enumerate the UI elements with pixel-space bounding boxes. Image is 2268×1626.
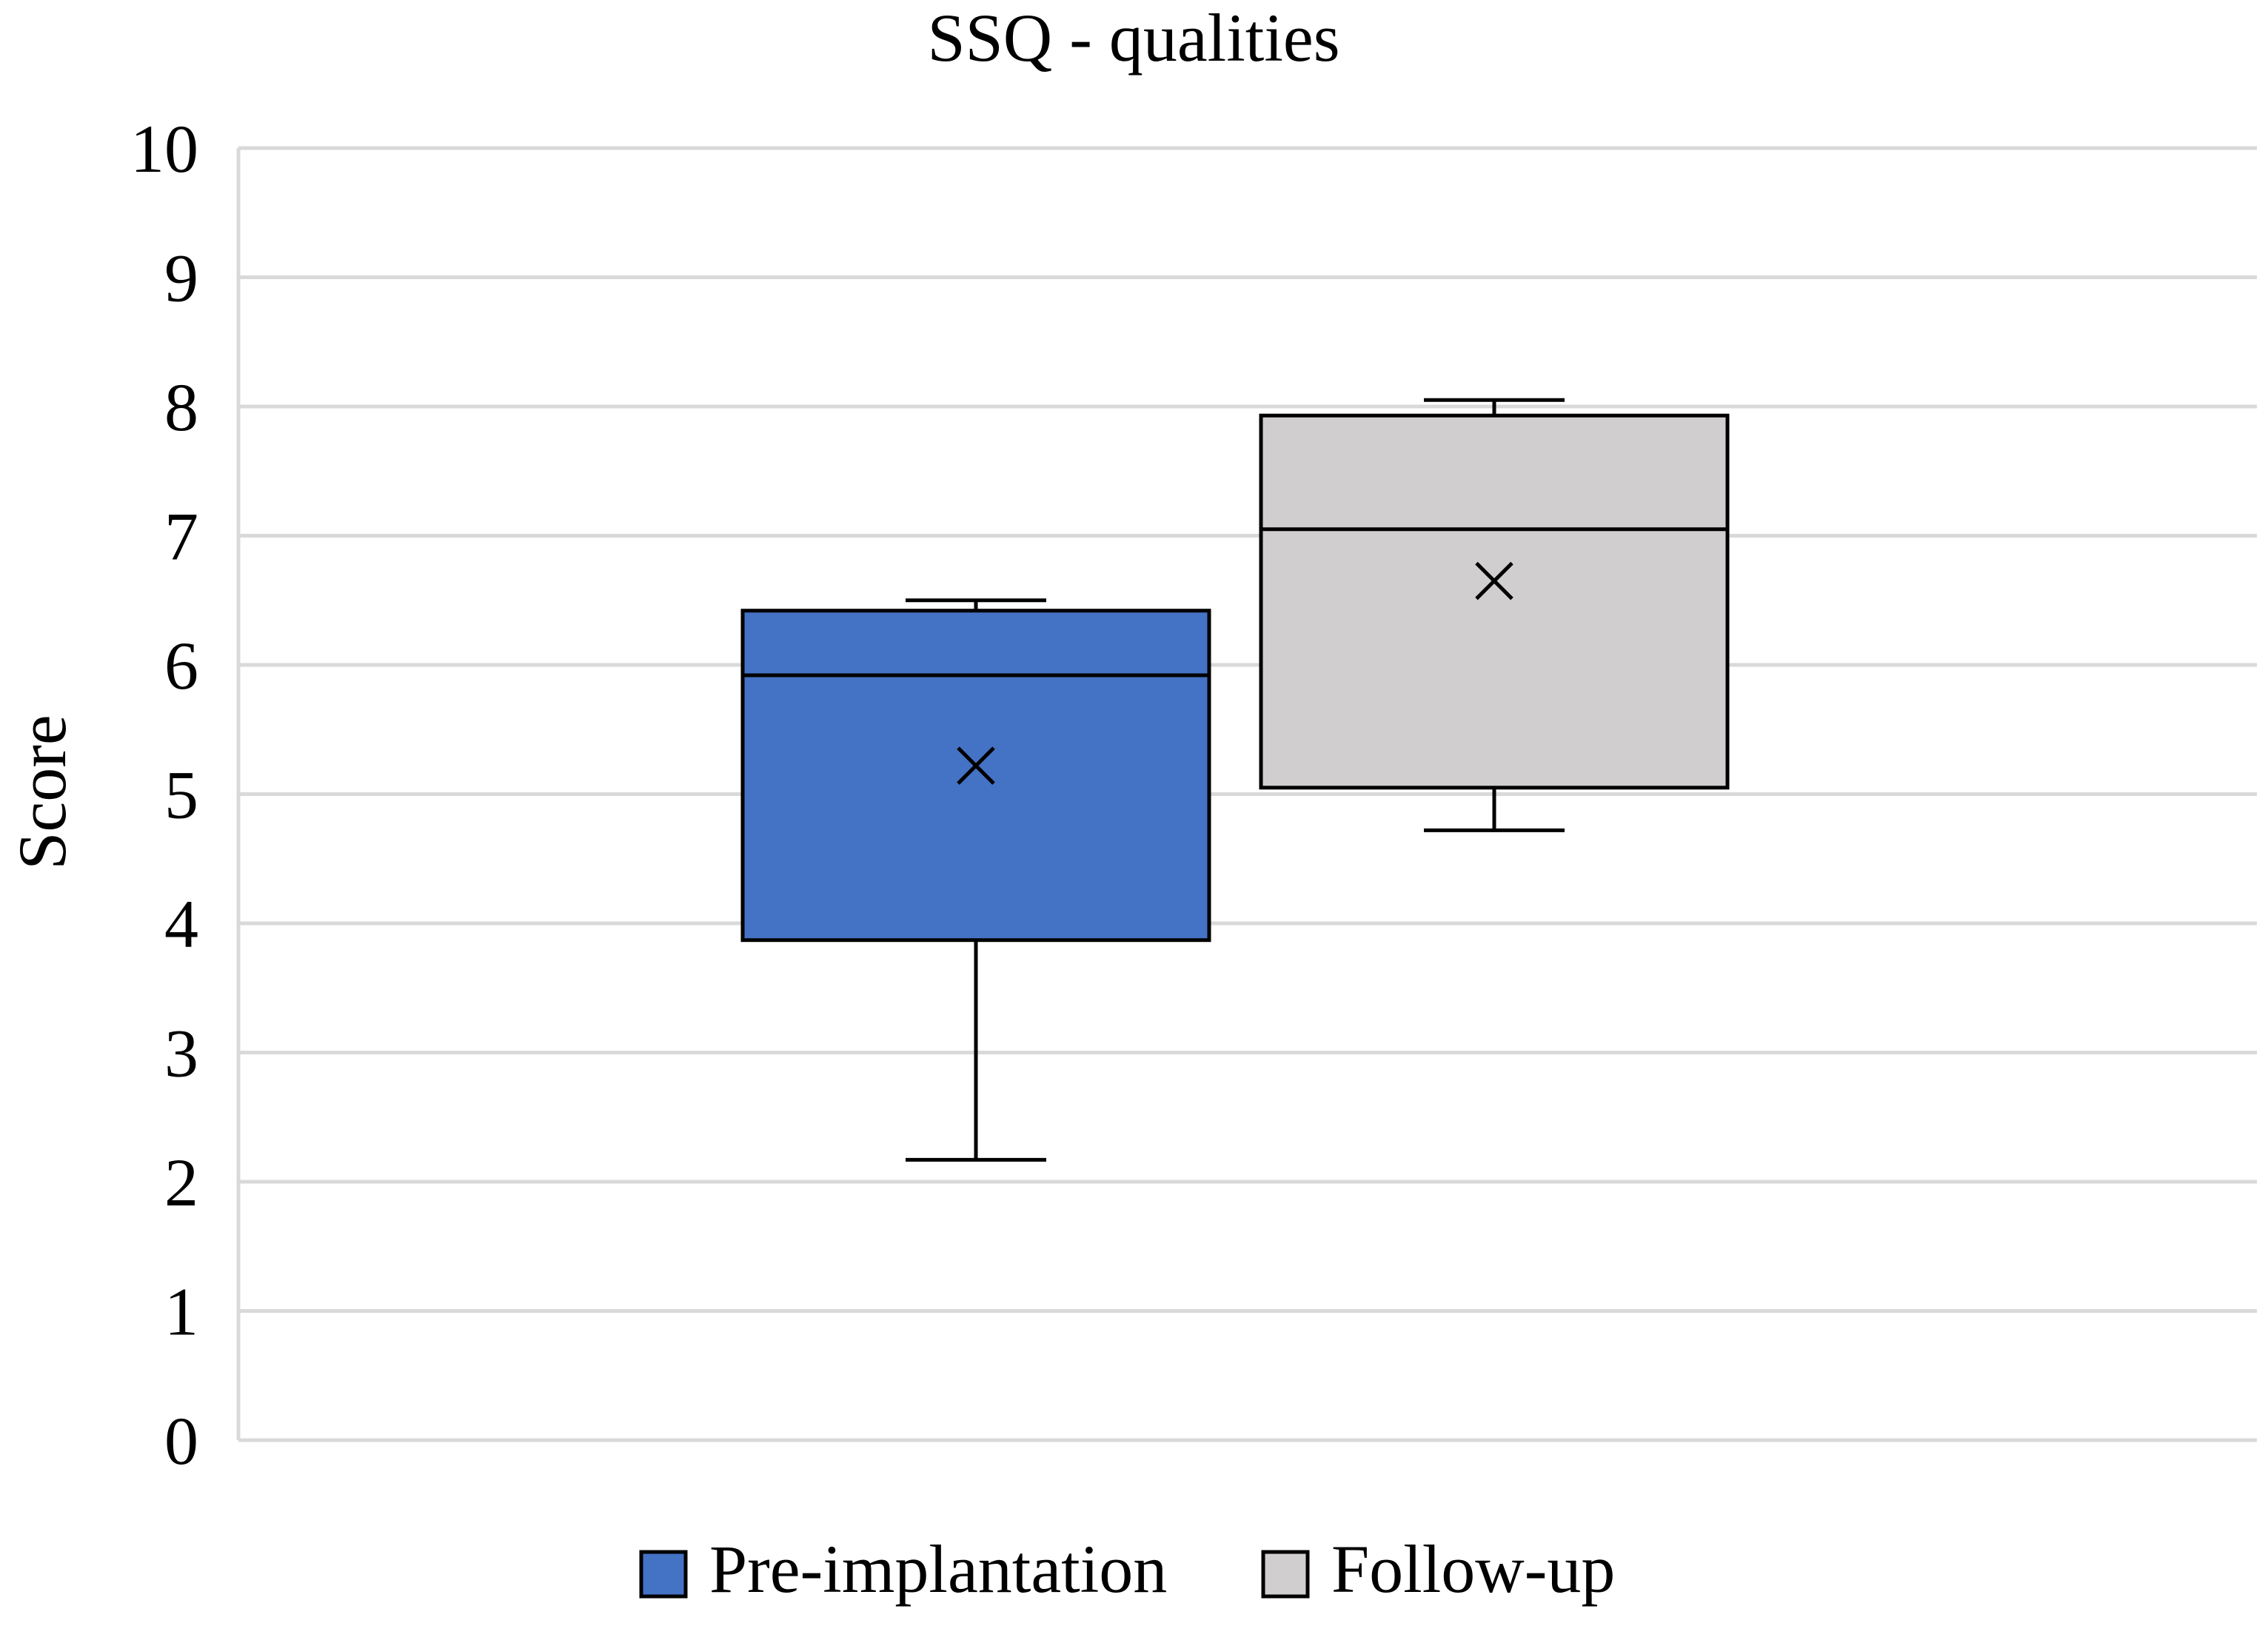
mean-marker — [1475, 561, 1513, 600]
box-plot — [1259, 398, 1730, 832]
y-axis-ticks: 0 1 2 3 4 5 6 7 8 9 10 — [130, 111, 198, 1479]
y-tick-label: 5 — [164, 757, 198, 833]
y-tick-label: 8 — [164, 369, 198, 445]
mean-marker-stroke — [957, 746, 995, 785]
legend-swatch — [1261, 1550, 1310, 1599]
mean-marker — [957, 746, 995, 785]
legend-item: Follow-up — [1261, 1531, 1615, 1607]
y-tick-label: 10 — [130, 111, 198, 187]
legend-label: Follow-up — [1331, 1531, 1615, 1607]
mean-marker-stroke — [1475, 561, 1513, 600]
legend: Pre-implantation Follow-up — [639, 1531, 1615, 1607]
y-tick-label: 7 — [164, 499, 198, 575]
box-plots — [740, 398, 1730, 1162]
y-tick-label: 9 — [164, 241, 198, 316]
box-interquartile — [740, 609, 1211, 943]
y-tick-label: 1 — [164, 1274, 198, 1350]
legend-item: Pre-implantation — [639, 1531, 1167, 1607]
y-tick-label: 3 — [164, 1016, 198, 1091]
gridlines — [236, 146, 2257, 1442]
y-tick-label: 4 — [164, 886, 198, 962]
legend-label: Pre-implantation — [709, 1531, 1167, 1607]
y-axis-label: Score — [4, 715, 80, 869]
legend-swatch — [639, 1550, 688, 1599]
box-plot — [740, 598, 1211, 1162]
y-tick-label: 2 — [164, 1145, 198, 1220]
y-tick-label: 0 — [164, 1403, 198, 1479]
y-tick-label: 6 — [164, 628, 198, 703]
chart-title: SSQ - qualities — [927, 0, 1339, 76]
box-interquartile — [1259, 413, 1730, 790]
